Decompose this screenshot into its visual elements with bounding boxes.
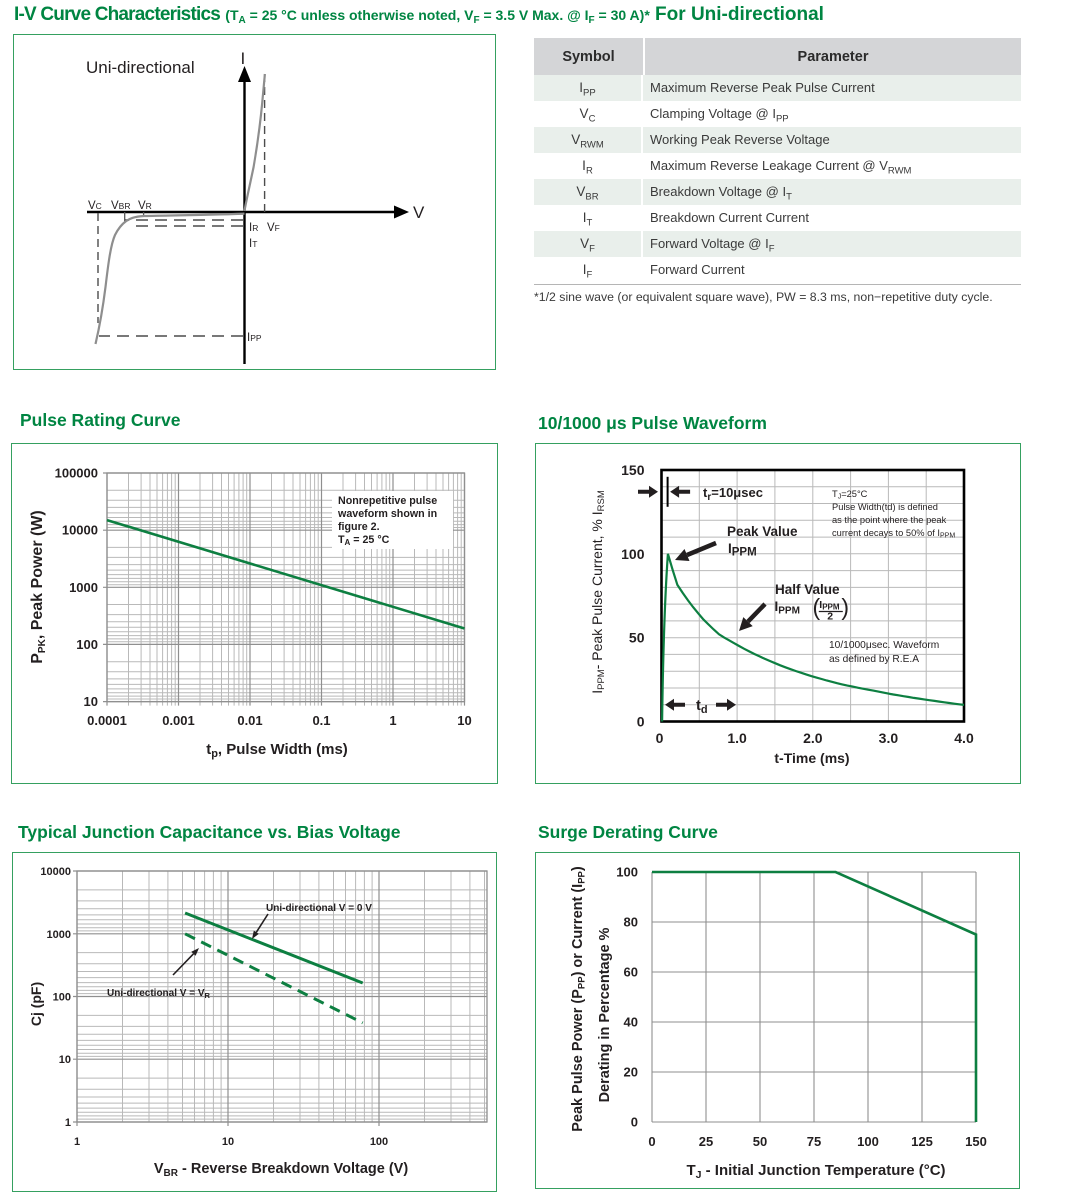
svg-text:10/1000μsec. Waveform: 10/1000μsec. Waveform — [829, 640, 939, 651]
svg-text:IPPM: IPPM — [819, 599, 840, 612]
svg-text:0.0001: 0.0001 — [87, 713, 127, 728]
svg-text:10000: 10000 — [40, 866, 71, 878]
svg-text:VBR - Reverse Breakdown Voltag: VBR - Reverse Breakdown Voltage (V) — [154, 1161, 408, 1179]
svg-text:Uni-directional: Uni-directional — [86, 58, 195, 77]
svg-text:current decays to 50% of IPPM: current decays to 50% of IPPM — [832, 528, 955, 540]
svg-text:VBR: VBR — [111, 200, 130, 212]
svg-text:0: 0 — [656, 730, 664, 746]
svg-text:100: 100 — [616, 865, 638, 880]
svg-text:as the point where the peak: as the point where the peak — [832, 515, 947, 525]
svg-text:125: 125 — [911, 1134, 933, 1149]
svg-text:IPP: IPP — [247, 332, 262, 344]
svg-text:100: 100 — [76, 637, 98, 652]
svg-text:TJ=25°C: TJ=25°C — [832, 489, 868, 501]
svg-text:Uni-directional V = VR: Uni-directional V = VR — [107, 988, 211, 1000]
svg-text:0: 0 — [631, 1115, 638, 1130]
svg-text:10: 10 — [457, 713, 471, 728]
svg-text:25: 25 — [699, 1134, 713, 1149]
svg-text:td: td — [696, 698, 708, 716]
svg-text:40: 40 — [624, 1015, 638, 1030]
svg-text:10: 10 — [59, 1054, 71, 1066]
svg-text:1: 1 — [389, 713, 396, 728]
svg-text:): ) — [841, 594, 849, 620]
svg-text:2.0: 2.0 — [803, 730, 823, 746]
svg-text:Nonrepetitive pulse: Nonrepetitive pulse — [338, 495, 437, 507]
svg-text:Pulse Width(td) is defined: Pulse Width(td) is defined — [832, 502, 938, 512]
svg-text:IPPM: IPPM — [775, 599, 800, 617]
svg-text:3.0: 3.0 — [879, 730, 899, 746]
svg-text:VF: VF — [267, 222, 280, 234]
svg-text:Derating in Percentage %: Derating in Percentage % — [597, 927, 613, 1102]
svg-text:10: 10 — [222, 1136, 234, 1148]
svg-text:0.001: 0.001 — [162, 713, 195, 728]
svg-text:VR: VR — [138, 200, 152, 212]
svg-text:Peak Pulse Power (PPP) or Curr: Peak Pulse Power (PPP) or Current (IPP) — [570, 866, 588, 1132]
svg-text:100000: 100000 — [55, 466, 98, 481]
svg-text:50: 50 — [629, 630, 645, 646]
svg-text:VC: VC — [88, 200, 102, 212]
svg-text:100: 100 — [621, 546, 645, 562]
svg-text:50: 50 — [753, 1134, 767, 1149]
svg-text:as defined by R.E.A: as defined by R.E.A — [829, 654, 919, 665]
svg-text:75: 75 — [807, 1134, 821, 1149]
svg-text:waveform shown in: waveform shown in — [337, 508, 437, 520]
svg-text:0.01: 0.01 — [237, 713, 262, 728]
svg-text:10: 10 — [84, 694, 98, 709]
svg-text:80: 80 — [624, 915, 638, 930]
svg-text:IR: IR — [249, 222, 258, 234]
svg-text:0: 0 — [648, 1134, 655, 1149]
svg-text:1: 1 — [74, 1136, 80, 1148]
svg-text:IPPM- Peak Pulse Current, % IR: IPPM- Peak Pulse Current, % IRSM — [589, 490, 607, 694]
svg-text:1.0: 1.0 — [727, 730, 747, 746]
svg-text:I: I — [241, 49, 246, 68]
svg-text:t-Time (ms): t-Time (ms) — [774, 750, 849, 766]
svg-text:TA = 25 °C: TA = 25 °C — [338, 534, 390, 547]
svg-text:10000: 10000 — [62, 523, 98, 538]
svg-text:Cj (pF): Cj (pF) — [28, 982, 44, 1026]
svg-text:100: 100 — [857, 1134, 879, 1149]
svg-text:2: 2 — [827, 611, 833, 623]
svg-text:1000: 1000 — [47, 929, 71, 941]
svg-text:(: ( — [813, 594, 821, 620]
svg-text:1: 1 — [65, 1117, 71, 1129]
svg-text:V: V — [413, 203, 425, 222]
svg-text:60: 60 — [624, 965, 638, 980]
svg-text:100: 100 — [53, 992, 71, 1004]
svg-text:0.1: 0.1 — [312, 713, 330, 728]
svg-text:tr=10μsec: tr=10μsec — [703, 485, 763, 503]
svg-text:20: 20 — [624, 1065, 638, 1080]
svg-text:PPK, Peak Power (W): PPK, Peak Power (W) — [29, 510, 48, 664]
svg-text:Half Value: Half Value — [775, 582, 840, 597]
svg-text:figure 2.: figure 2. — [338, 521, 380, 533]
svg-text:IT: IT — [249, 238, 257, 250]
svg-text:4.0: 4.0 — [954, 730, 974, 746]
svg-text:150: 150 — [621, 462, 645, 478]
svg-text:150: 150 — [965, 1134, 987, 1149]
svg-text:TJ - Initial Junction Temperat: TJ - Initial Junction Temperature (°C) — [686, 1162, 945, 1181]
svg-text:100: 100 — [370, 1136, 388, 1148]
svg-text:IPPM: IPPM — [728, 541, 757, 559]
svg-text:1000: 1000 — [69, 580, 98, 595]
svg-text:0: 0 — [637, 714, 645, 730]
svg-text:Peak Value: Peak Value — [727, 524, 798, 539]
svg-text:tp, Pulse Width (ms): tp, Pulse Width (ms) — [206, 741, 348, 760]
svg-text:Uni-directional V = 0 V: Uni-directional V = 0 V — [266, 903, 372, 914]
